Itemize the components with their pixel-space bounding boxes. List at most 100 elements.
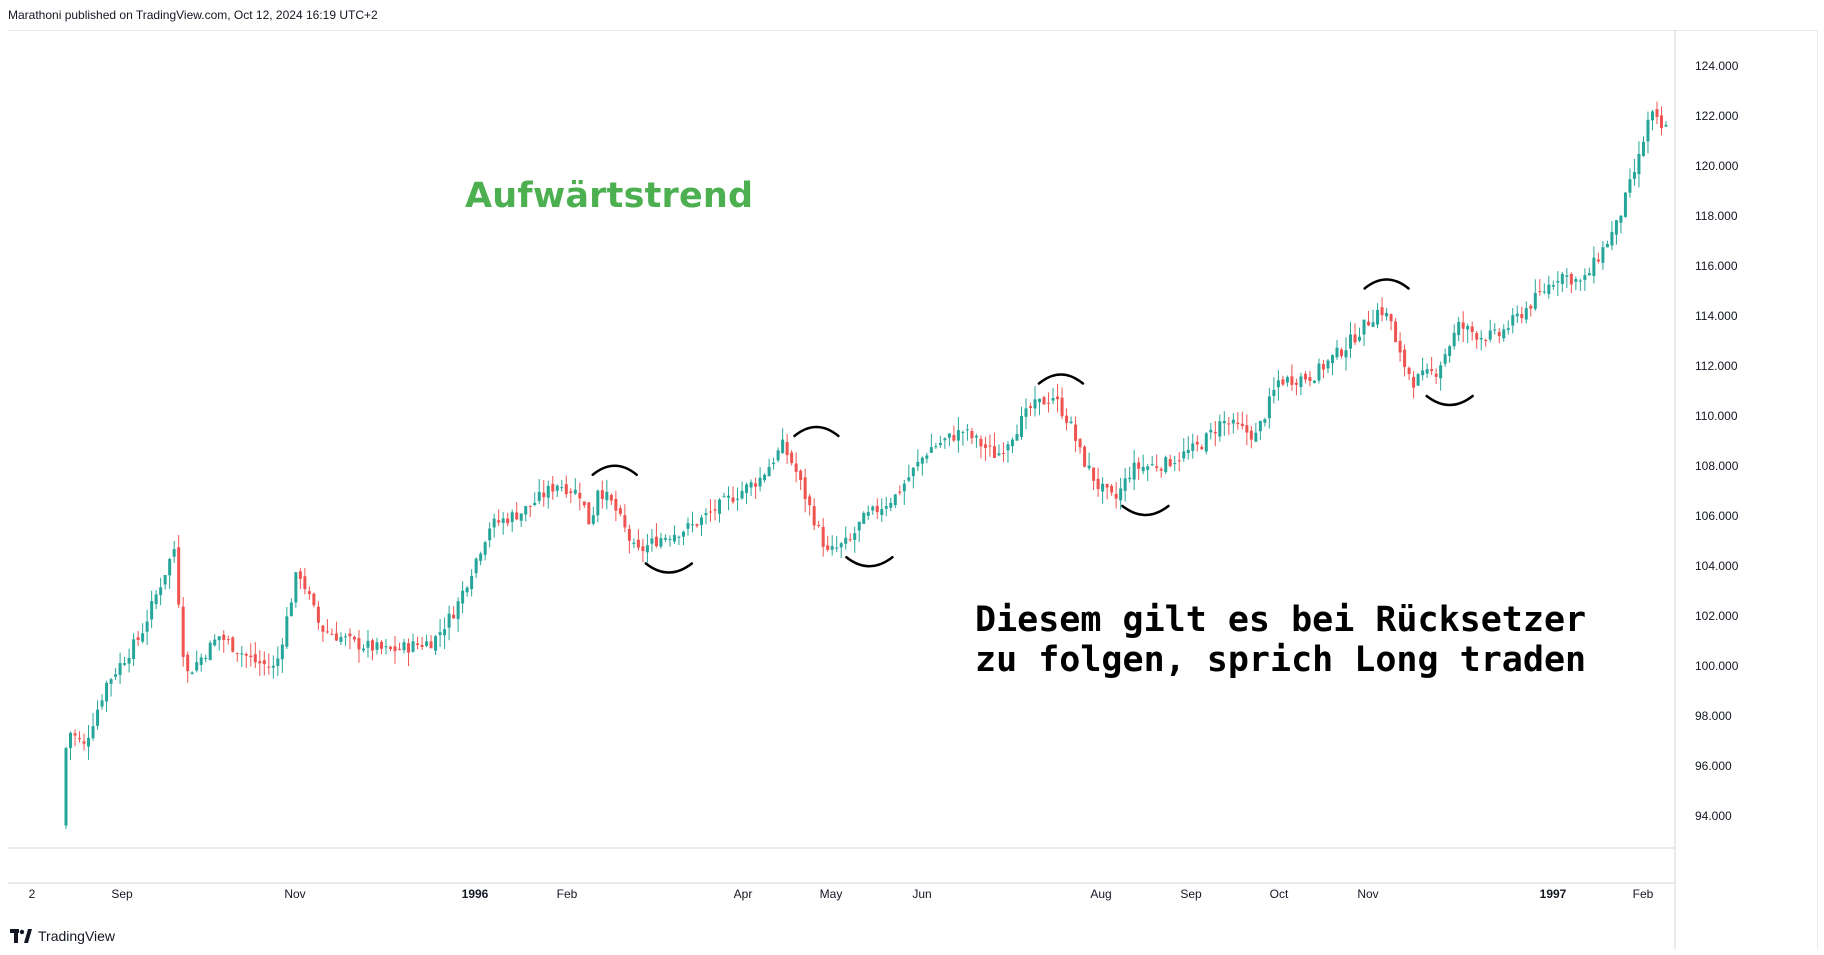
candle-body [1173,463,1177,465]
candle-down [1339,347,1343,359]
candle-body [1637,154,1641,175]
candle-body [1096,478,1100,490]
candle-body [1484,340,1488,342]
chart-area[interactable]: 124.000 122.000 120.000 118.000 116.000 114.0… [8,30,1818,949]
candle-body [943,438,947,441]
candle-up [1330,354,1334,376]
candle-down [1394,317,1398,343]
candle-body [1412,376,1416,388]
candle-body [416,643,420,646]
candle-down [569,488,573,503]
candle-body [267,666,271,668]
candle-up [1010,437,1014,454]
candle-body [623,515,627,528]
price-tick-label: 110.000 [1695,409,1738,423]
candle-body [632,542,636,544]
candle-down [1281,375,1285,387]
candle-body [880,508,884,516]
candle-up [447,605,451,641]
candle-body [1321,364,1325,370]
candle-up [690,511,694,533]
candle-body [956,430,960,441]
candle-body [857,521,861,531]
candle-down [641,538,645,563]
candle-body [1533,292,1537,309]
time-axis[interactable]: 2 Sep Nov 1996 Feb Apr May Jun Aug Sep Oct Nov 1997 F… [29,887,1654,901]
candle-up [208,640,212,661]
candle-up [947,433,951,447]
candle-up [465,585,469,597]
candle-down [799,469,803,491]
candlestick-chart[interactable]: 124.000 122.000 120.000 118.000 116.000 114.0… [8,30,1818,949]
candle-body [1177,460,1181,462]
candle-body [1051,398,1055,401]
candle-up [1421,357,1425,381]
candle-down [298,568,302,589]
candle-body [934,446,938,448]
candle-down [398,642,402,651]
candle-up [1069,416,1073,425]
candle-down [357,629,361,663]
candle-body [704,513,708,516]
candle-body [1515,313,1519,317]
candle-up [1637,141,1641,188]
candle-body [826,545,830,550]
candle-up [1506,320,1510,335]
candle-up [411,633,415,653]
candles-group [64,101,1668,829]
candle-body [1209,429,1213,433]
candle-body [1213,431,1217,434]
swing-high-arc [591,464,638,476]
candle-up [1164,455,1168,475]
candle-down [1083,445,1087,468]
candle-up [361,644,365,653]
candle-up [1146,464,1150,482]
candle-down [636,529,640,551]
candle-up [195,650,199,673]
candle-up [1452,324,1456,350]
candle-down [222,630,226,653]
candle-up [1371,309,1375,328]
candle-down [1655,101,1659,125]
candle-up [1646,111,1650,154]
candle-body [569,491,573,494]
candle-body [929,447,933,453]
candle-body [1254,432,1258,442]
candle-body [862,512,866,524]
candle-body [150,601,154,620]
candle-up [650,529,654,552]
candle-up [443,617,447,649]
candle-body [1222,420,1226,424]
candle-body [754,483,758,487]
candle-body [718,499,722,514]
candle-up [1263,417,1267,427]
candle-body [650,538,654,544]
candle-body [551,484,555,492]
publisher-header: Marathoni published on TradingView.com, … [8,8,378,22]
candle-up [1524,301,1528,324]
candle-down [177,534,181,609]
candle-down [1227,417,1231,435]
candle-up [591,506,595,526]
candle-up [366,629,370,658]
candle-up [132,633,136,666]
candle-body [325,631,329,633]
candle-body [645,545,649,553]
candle-up [974,433,978,448]
candle-up [781,428,785,454]
candle-up [1024,398,1028,430]
candle-body [501,518,505,523]
candle-up [1448,344,1452,363]
candle-up [91,712,95,741]
candle-up [1141,454,1145,475]
price-axis[interactable]: 124.000 122.000 120.000 118.000 116.000 114.0… [1695,59,1739,823]
candle-body [1380,307,1384,316]
candle-body [1245,425,1249,433]
tradingview-logo[interactable]: TradingView [10,928,115,944]
candle-body [1078,438,1082,448]
candle-body [177,547,181,605]
candle-body [361,648,365,651]
candle-body [186,654,190,672]
candle-body [384,646,388,648]
candle-down [226,635,230,645]
